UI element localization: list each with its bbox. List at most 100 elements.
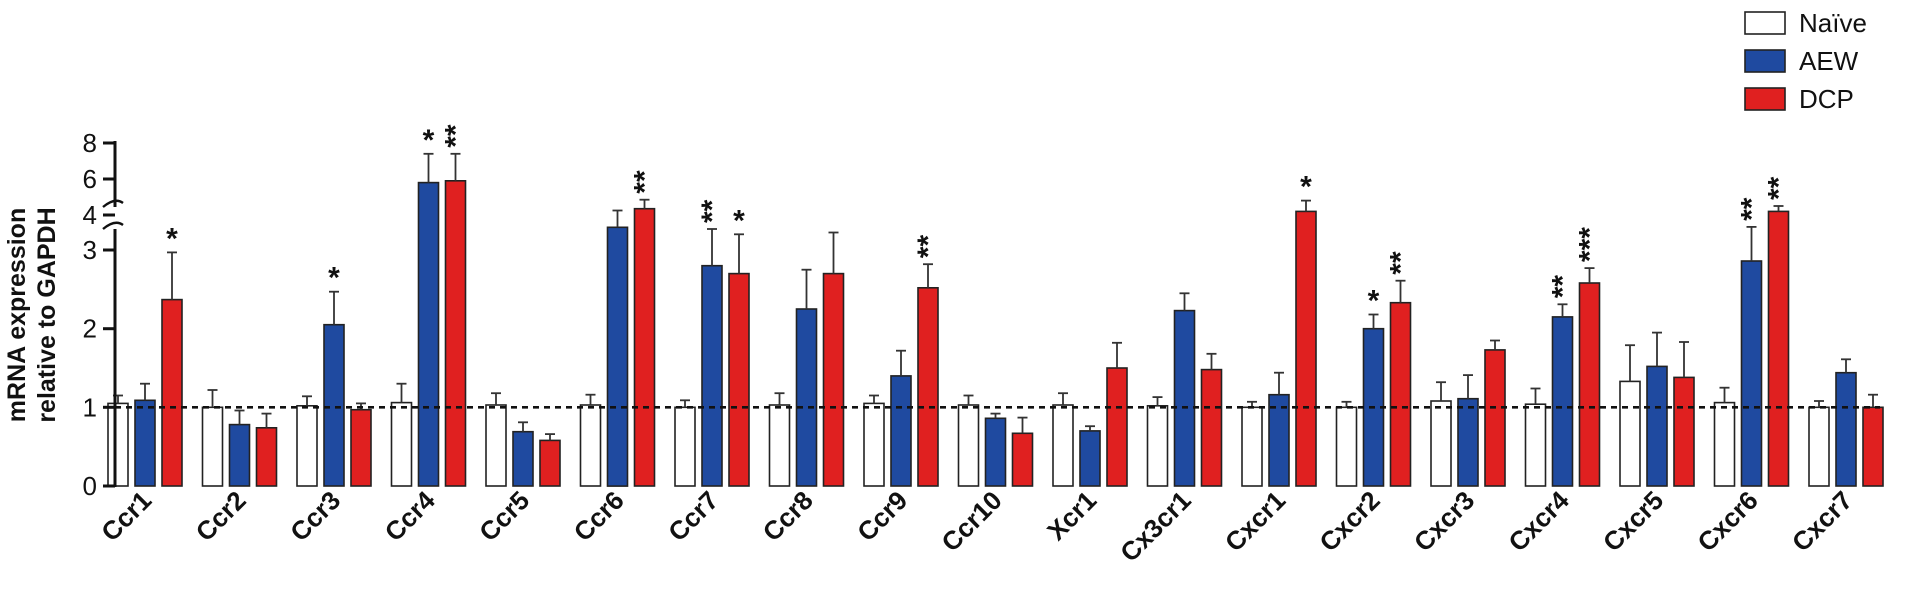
category-label-ccr3: Ccr3: [284, 485, 346, 547]
bar-dcp-ccr1: [161, 298, 183, 487]
bars-layer: [107, 180, 1884, 487]
bar-nave-cxcr2: [1335, 406, 1358, 487]
bar-dcp-cxcr4: [1578, 282, 1601, 487]
bar-dcp-ccr6: [633, 207, 656, 487]
bar-dcp-ccr3: [350, 408, 372, 487]
bar-nave-cxcr5: [1619, 380, 1641, 487]
y-axis-title: mRNA expression relative to GAPDH: [3, 207, 61, 422]
bar-aew-cxcr5: [1646, 365, 1668, 487]
bar-dcp-ccr5: [539, 439, 561, 487]
bar-aew-ccr1: [134, 399, 156, 487]
bar-aew-ccr10: [984, 417, 1007, 487]
bar-dcp-cxcr6: [1767, 210, 1790, 487]
bar-nave-cxcr7: [1808, 406, 1830, 487]
significance-marker: *: [1368, 285, 1380, 318]
significance-marker: **: [440, 124, 473, 148]
bar-aew-cxcr3: [1457, 397, 1479, 487]
bar-dcp-ccr8: [822, 272, 845, 487]
significance-marker: **: [696, 199, 729, 223]
bar-dcp-cxcr1: [1295, 210, 1317, 487]
bar-nave-ccr1: [107, 402, 129, 487]
category-label-ccr4: Ccr4: [379, 485, 441, 547]
bar-aew-ccr5: [512, 430, 534, 487]
bar-dcp-cxcr5: [1673, 376, 1695, 487]
category-label-cxcr6: Cxcr6: [1691, 485, 1763, 557]
significance-marker: *: [166, 222, 178, 255]
bar-aew-ccr9: [890, 375, 912, 487]
significance-marker: *: [1300, 171, 1312, 204]
y-tick-label: 0: [83, 471, 97, 501]
y-tick-label: 4: [83, 200, 97, 230]
y-tick-label: 3: [83, 235, 97, 265]
bar-aew-ccr2: [228, 423, 251, 487]
category-label-ccr8: Ccr8: [757, 485, 819, 547]
bar-nave-ccr9: [863, 402, 885, 487]
bar-dcp-xcr1: [1106, 367, 1128, 487]
significance-marker: *: [423, 124, 435, 157]
bar-nave-cxcr4: [1524, 403, 1547, 487]
bar-nave-cx3cr1: [1146, 404, 1169, 487]
bar-nave-ccr2: [201, 406, 224, 487]
legend-swatch-nave: [1744, 11, 1786, 35]
legend: Naïve AEW DCP: [1744, 8, 1867, 114]
y-tick-label: 6: [83, 164, 97, 194]
x-axis-labels: Ccr1 Ccr2 Ccr3 Ccr4 Ccr5 Ccr6 Ccr7 Ccr8 Ccr9 Ccr1…: [95, 485, 1858, 568]
legend-swatch-aew: [1744, 49, 1786, 73]
bar-aew-ccr3: [323, 323, 345, 487]
category-label-ccr9: Ccr9: [851, 485, 913, 547]
bar-dcp-ccr4: [444, 180, 467, 487]
bar-dcp-ccr7: [728, 272, 750, 487]
y-axis-title-line: relative to GAPDH: [33, 207, 61, 422]
legend-label: Naïve: [1799, 8, 1867, 38]
category-label-ccr10: Ccr10: [935, 485, 1007, 557]
category-label-ccr1: Ccr1: [95, 485, 157, 547]
bar-aew-xcr1: [1079, 430, 1101, 487]
category-label-ccr5: Ccr5: [473, 485, 535, 547]
category-label-cxcr2: Cxcr2: [1313, 485, 1385, 557]
bar-nave-ccr6: [579, 404, 602, 487]
bar-aew-ccr4: [417, 181, 440, 487]
bar-nave-ccr4: [390, 401, 413, 487]
legend-swatch-dcp: [1744, 87, 1786, 111]
significance-marker: *: [733, 204, 745, 237]
bar-aew-cxcr7: [1835, 371, 1857, 487]
category-label-xcr1: Xcr1: [1041, 485, 1102, 546]
bar-aew-ccr7: [701, 264, 723, 487]
bar-dcp-ccr2: [255, 426, 278, 487]
bar-nave-ccr8: [768, 404, 791, 487]
bar-nave-ccr5: [485, 404, 507, 487]
bar-nave-ccr7: [674, 406, 696, 487]
category-label-ccr7: Ccr7: [662, 485, 724, 547]
bar-nave-cxcr3: [1430, 400, 1452, 487]
bar-dcp-cxcr3: [1484, 349, 1506, 487]
bar-aew-cx3cr1: [1173, 309, 1196, 487]
bar-aew-ccr8: [795, 308, 818, 487]
legend-label: DCP: [1799, 84, 1854, 114]
significance-marker: **: [912, 235, 945, 259]
bar-nave-xcr1: [1052, 404, 1074, 487]
y-axis: 0 1 2 3 4 6 8: [83, 128, 124, 501]
category-label-cxcr1: Cxcr1: [1219, 485, 1291, 557]
y-axis-title-line: mRNA expression: [3, 208, 31, 422]
significance-marker: **: [1547, 275, 1580, 299]
y-tick-label: 1: [83, 392, 97, 422]
significance-marker: **: [1763, 176, 1796, 200]
significance-marker: **: [629, 170, 662, 194]
category-label-cx3cr1: Cx3cr1: [1114, 485, 1197, 568]
significance-marker: **: [1385, 251, 1418, 275]
category-label-ccr6: Ccr6: [568, 485, 630, 547]
significance-marker: *: [328, 262, 340, 295]
bar-nave-cxcr6: [1713, 401, 1736, 487]
significance-marker: ***: [1574, 227, 1607, 262]
category-label-cxcr4: Cxcr4: [1502, 485, 1575, 558]
category-label-ccr2: Ccr2: [190, 485, 252, 547]
legend-label: AEW: [1799, 46, 1859, 76]
bar-dcp-ccr9: [917, 286, 939, 487]
axis-break-mark: [102, 199, 124, 208]
bar-dcp-cxcr2: [1389, 301, 1412, 487]
axis-break-mark: [102, 221, 124, 230]
category-label-cxcr7: Cxcr7: [1786, 485, 1858, 557]
bar-nave-cxcr1: [1241, 406, 1263, 487]
significance-layer: *** ****** ****************: [166, 124, 1795, 318]
